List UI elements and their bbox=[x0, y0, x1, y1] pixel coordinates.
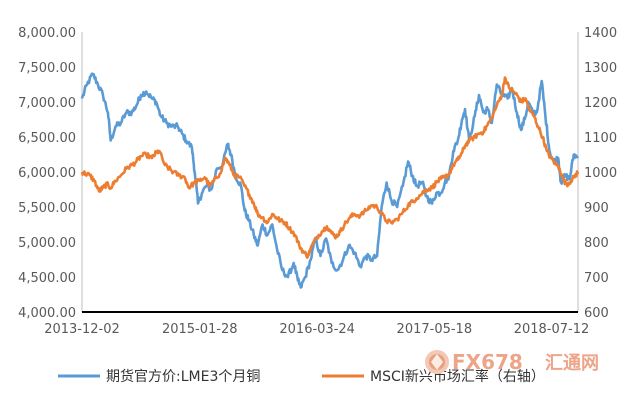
left-axis-tick-label: 8,000.00 bbox=[18, 26, 76, 41]
right-axis-tick-label: 1100 bbox=[584, 131, 617, 146]
legend-label-msci: MSCI新兴市场汇率（右轴） bbox=[370, 368, 545, 385]
series-line-msci bbox=[80, 76, 580, 259]
right-axis-tick-label: 800 bbox=[584, 236, 609, 251]
x-axis-tick-label: 2013-12-02 bbox=[44, 322, 120, 337]
plot-area bbox=[82, 32, 578, 312]
left-axis-tick-labels: 4,000.00 4,500.00 5,000.00 5,500.00 6,000.00… bbox=[18, 26, 76, 321]
x-axis-tick-label: 2015-01-28 bbox=[162, 322, 238, 337]
series-line-copper bbox=[80, 72, 580, 289]
left-axis-tick-label: 7,500.00 bbox=[18, 61, 76, 76]
left-axis-tick-label: 4,500.00 bbox=[18, 271, 76, 286]
legend-label-copper: 期货官方价:LME3个月铜 bbox=[106, 368, 260, 385]
right-axis-tick-label: 600 bbox=[584, 306, 609, 321]
left-axis-tick-label: 6,500.00 bbox=[18, 131, 76, 146]
right-axis-tick-label: 900 bbox=[584, 201, 609, 216]
left-axis-tick-label: 7,000.00 bbox=[18, 96, 76, 111]
right-axis-tick-label: 700 bbox=[584, 271, 609, 286]
right-axis-tick-label: 1400 bbox=[584, 26, 617, 41]
x-axis-tick-label: 2016-03-24 bbox=[279, 322, 355, 337]
fx678-watermark: FX678 汇通网 bbox=[425, 350, 599, 374]
x-axis-tick-labels: 2013-12-02 2015-01-28 2016-03-24 2017-05-18… bbox=[44, 322, 589, 337]
x-axis-tick-label: 2018-07-12 bbox=[514, 322, 590, 337]
series-layer bbox=[80, 72, 580, 289]
left-axis-tick-label: 5,500.00 bbox=[18, 201, 76, 216]
watermark-cn-text: 汇通网 bbox=[545, 353, 599, 374]
left-axis-tick-label: 4,000.00 bbox=[18, 306, 76, 321]
watermark-brand-text: FX678 bbox=[452, 350, 523, 374]
fx678-logo-icon bbox=[425, 350, 449, 374]
legend: 期货官方价:LME3个月铜 MSCI新兴市场汇率（右轴） bbox=[58, 368, 545, 385]
axes-group bbox=[81, 32, 579, 313]
left-axis-tick-label: 5,000.00 bbox=[18, 236, 76, 251]
x-axis-tick-label: 2017-05-18 bbox=[397, 322, 473, 337]
right-axis-tick-label: 1200 bbox=[584, 96, 617, 111]
right-axis-tick-label: 1300 bbox=[584, 61, 617, 76]
right-axis-tick-labels: 600 700 800 900 1000 1100 1200 1300 1400 bbox=[584, 26, 617, 321]
right-axis-tick-label: 1000 bbox=[584, 166, 617, 181]
left-axis-tick-label: 6,000.00 bbox=[18, 166, 76, 181]
